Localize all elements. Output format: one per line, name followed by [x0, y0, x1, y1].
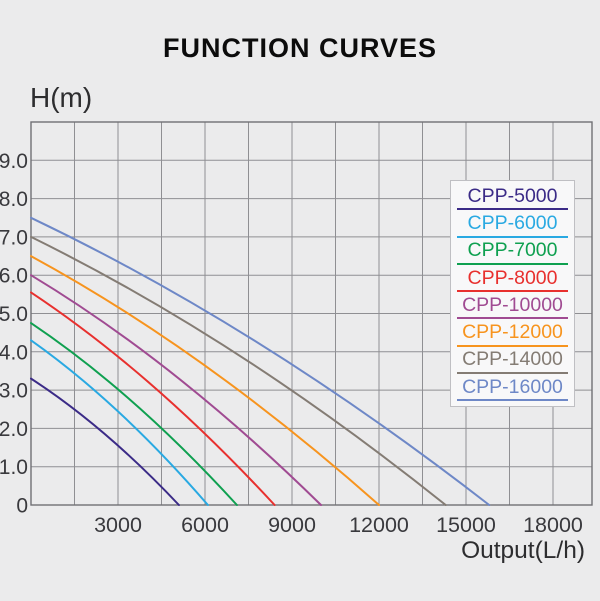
curve-cpp-8000 [30, 291, 276, 506]
y-tick-label: 0 [16, 495, 28, 518]
legend-item-cpp-5000: CPP-5000 [457, 185, 568, 211]
y-tick-label: 8.0 [0, 188, 28, 211]
y-axis-label: H(m) [30, 82, 93, 113]
y-tick-label: 7.0 [0, 226, 28, 249]
curve-cpp-14000 [30, 235, 447, 506]
y-tick-label: 4.0 [0, 341, 28, 364]
x-tick-label: 6000 [181, 513, 229, 537]
plot-border [30, 121, 593, 506]
curve-cpp-6000 [30, 339, 209, 506]
y-tick-label: 9.0 [0, 150, 28, 173]
curve-cpp-10000 [30, 274, 322, 506]
x-axis-label: Output(L/h) [461, 537, 585, 564]
x-tick-label: 15000 [436, 513, 496, 537]
legend-item-cpp-10000: CPP-10000 [457, 294, 568, 320]
curve-cpp-7000 [30, 322, 238, 506]
y-tick-label: 1.0 [0, 456, 28, 479]
legend-item-cpp-12000: CPP-12000 [457, 321, 568, 347]
y-tick-label: 3.0 [0, 380, 28, 403]
x-tick-label: 9000 [268, 513, 316, 537]
legend-item-cpp-8000: CPP-8000 [457, 267, 568, 292]
x-tick-label: 12000 [349, 513, 409, 537]
y-tick-label: 5.0 [0, 303, 28, 326]
curve-cpp-12000 [30, 255, 380, 506]
curve-cpp-5000 [30, 377, 180, 506]
chart-title: FUNCTION CURVES [162, 33, 438, 63]
y-tick-label: 2.0 [0, 418, 28, 441]
y-tick-label: 6.0 [0, 265, 28, 288]
legend-item-cpp-7000: CPP-7000 [457, 240, 568, 265]
legend-item-cpp-6000: CPP-6000 [457, 212, 568, 238]
legend-item-cpp-14000: CPP-14000 [457, 349, 568, 374]
curve-cpp-16000 [30, 216, 491, 506]
x-tick-label: 3000 [94, 513, 142, 537]
x-tick-label: 18000 [523, 513, 583, 537]
legend-item-cpp-16000: CPP-16000 [457, 376, 568, 401]
legend: CPP-5000 CPP-6000 CPP-7000 CPP-8000 CPP-1000… [450, 180, 575, 407]
